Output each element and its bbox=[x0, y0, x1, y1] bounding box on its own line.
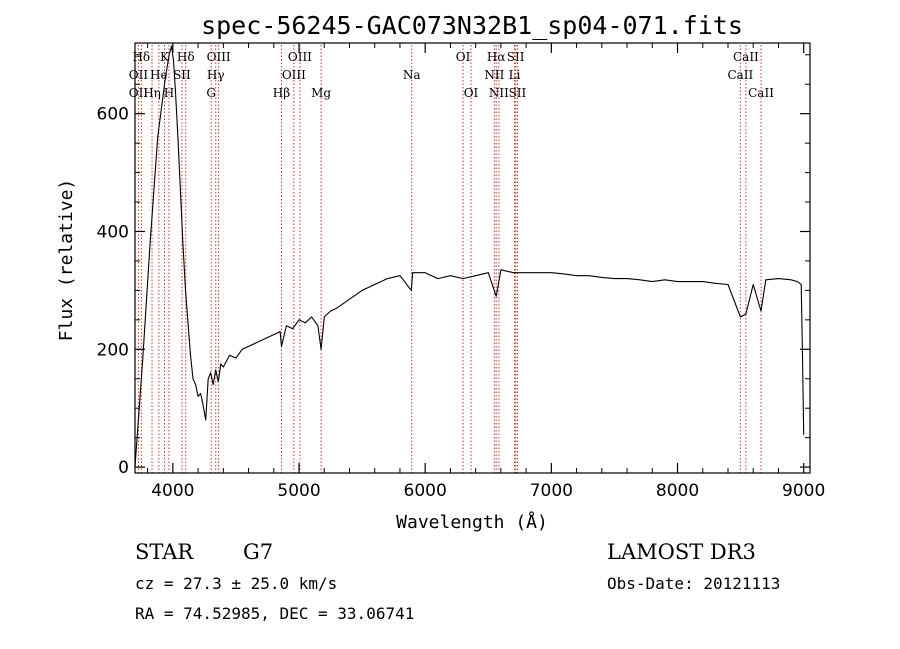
line-label: NII bbox=[489, 86, 509, 100]
line-label: Li bbox=[509, 68, 521, 82]
line-label: OI bbox=[464, 86, 479, 100]
observation-date: Obs-Date: 20121113 bbox=[607, 574, 780, 593]
spectrum-line bbox=[134, 45, 805, 468]
line-label: Mg bbox=[311, 86, 331, 100]
line-label: CaII bbox=[733, 50, 759, 64]
line-label: OI bbox=[456, 50, 471, 64]
y-axis-label: Flux (relative) bbox=[56, 179, 77, 342]
chart-title: spec-56245-GAC073N32B1_sp04-071.fits bbox=[201, 11, 743, 40]
line-label: K bbox=[160, 50, 170, 64]
y-tick-label: 600 bbox=[97, 105, 129, 125]
x-tick-label: 8000 bbox=[656, 481, 699, 501]
object-class: STAR bbox=[135, 540, 194, 564]
y-tick-label: 0 bbox=[118, 458, 129, 478]
y-tick-label: 200 bbox=[97, 340, 129, 360]
y-tick-label: 400 bbox=[97, 222, 129, 242]
line-label: OIII bbox=[207, 50, 231, 64]
x-tick-label: 4000 bbox=[151, 481, 194, 501]
line-label: OIII bbox=[282, 68, 306, 82]
line-label: NII bbox=[484, 68, 504, 82]
line-label: SII bbox=[173, 68, 191, 82]
line-label: CaII bbox=[748, 86, 774, 100]
line-label: Na bbox=[403, 68, 421, 82]
plot-frame bbox=[134, 42, 811, 474]
line-label: H bbox=[164, 86, 174, 100]
spectral-line-markers bbox=[137, 45, 762, 473]
object-subclass: G7 bbox=[243, 540, 273, 564]
line-label: Hβ bbox=[273, 86, 290, 100]
line-label: Hδ bbox=[177, 50, 195, 64]
line-label: OII bbox=[129, 68, 149, 82]
line-label: OIII bbox=[288, 50, 312, 64]
line-label: He bbox=[150, 68, 168, 82]
redshift-cz: cz = 27.3 ± 25.0 km/s bbox=[135, 574, 337, 593]
survey-name: LAMOST DR3 bbox=[607, 540, 756, 564]
line-label: OII bbox=[129, 86, 149, 100]
line-label: G bbox=[206, 86, 216, 100]
line-label: SII bbox=[507, 50, 525, 64]
line-label: CaII bbox=[727, 68, 753, 82]
x-tick-label: 5000 bbox=[277, 481, 320, 501]
x-axis-label: Wavelength (Å) bbox=[396, 511, 548, 533]
x-tick-label: 6000 bbox=[404, 481, 447, 501]
x-tick-label: 9000 bbox=[782, 481, 825, 501]
line-label: SII bbox=[509, 86, 527, 100]
line-label: Hδ bbox=[132, 50, 150, 64]
ra-dec-coordinates: RA = 74.52985, DEC = 33.06741 bbox=[135, 604, 414, 623]
axis-ticks: 4000 5000 6000 7000 8000 9000 0 200 400 600 bbox=[97, 43, 825, 501]
x-tick-label: 7000 bbox=[530, 481, 573, 501]
line-label: Hα bbox=[487, 50, 506, 64]
line-label: Hγ bbox=[207, 68, 225, 82]
line-label: Hη bbox=[143, 86, 161, 100]
